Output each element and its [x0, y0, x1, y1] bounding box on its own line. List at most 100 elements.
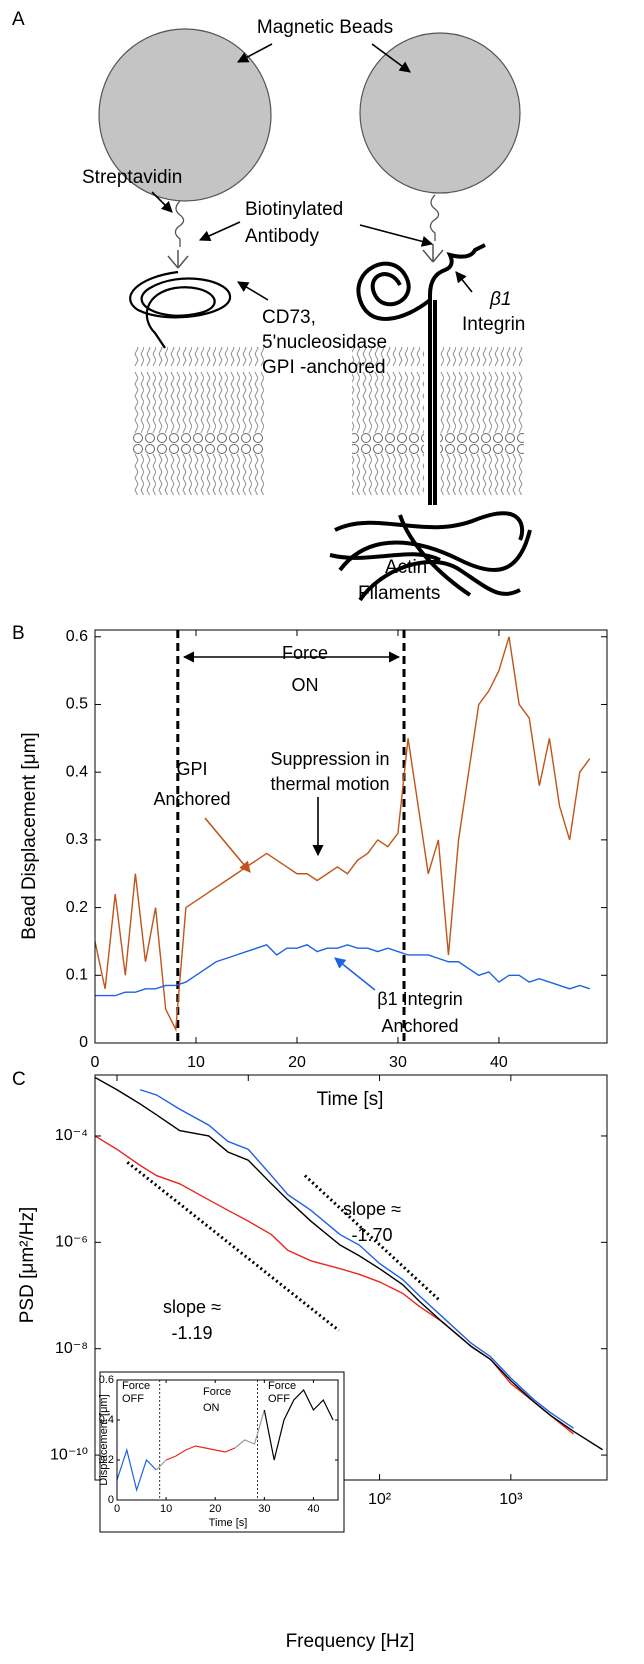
y-tick-label: 10⁻⁸ — [55, 1340, 88, 1357]
plot-frame — [116, 1379, 339, 1501]
annotation: OFF — [268, 1393, 290, 1405]
bead — [359, 32, 521, 194]
annotation: GPI — [176, 759, 207, 779]
annotation: -1.70 — [351, 1225, 392, 1245]
label: Integrin — [462, 314, 525, 335]
label: 5'nucleosidase — [262, 332, 387, 353]
annotation: Suppression in — [270, 749, 389, 769]
series-line — [139, 1089, 574, 1429]
arrow — [151, 191, 173, 213]
panel-label: C — [12, 1069, 26, 1090]
annotation: Force — [122, 1380, 150, 1392]
annotation-arrow — [334, 957, 376, 991]
label: Actin — [385, 557, 427, 578]
series-line — [263, 1388, 334, 1461]
series-line — [155, 1409, 265, 1471]
series-line — [95, 944, 591, 997]
arrow — [371, 43, 411, 73]
label: Magnetic Beads — [257, 17, 393, 38]
annotation: ON — [203, 1402, 220, 1414]
inset-box — [99, 1371, 345, 1533]
antibody — [167, 250, 189, 269]
y-tick-label: 0.4 — [99, 1414, 114, 1426]
label: Streptavidin — [82, 167, 182, 188]
y-axis-label: PSD [μm²/Hz] — [17, 1207, 38, 1324]
label: Biotinylated — [245, 199, 343, 220]
annotation: Force — [268, 1380, 296, 1392]
y-tick-label: 0.6 — [66, 628, 88, 645]
antibody — [422, 244, 444, 263]
y-tick-label: 0.3 — [66, 831, 88, 848]
arrow — [237, 281, 269, 301]
x-axis-label: Time [s] — [317, 1089, 384, 1110]
actin — [329, 511, 532, 602]
streptavidin-tether — [429, 194, 440, 241]
y-tick-label: 10⁻⁶ — [55, 1234, 88, 1251]
x-tick-label: 10³ — [499, 1491, 523, 1508]
series-line — [165, 1445, 236, 1461]
y-tick-label: 0 — [79, 1034, 88, 1051]
annotation: ON — [292, 675, 319, 695]
arrow — [237, 43, 273, 63]
annotation-arrow — [204, 817, 251, 873]
series-line — [117, 1447, 157, 1493]
arrow — [198, 221, 241, 241]
slope-line — [303, 1174, 442, 1303]
integrin — [356, 243, 486, 505]
annotation: Anchored — [381, 1016, 458, 1036]
x-tick-label: 30 — [258, 1503, 270, 1515]
streptavidin-tether — [174, 200, 185, 247]
chart: 0 10 20 30 40 0 0.2 0.4 0.6 Time [s] Displacement … — [98, 1371, 345, 1533]
x-tick-label: 40 — [490, 1054, 508, 1071]
series-line — [95, 636, 591, 1033]
plot-frame — [94, 629, 608, 1044]
label: Antibody — [245, 226, 319, 247]
x-axis-label: Frequency [Hz] — [286, 1631, 415, 1652]
plot-frame — [94, 1074, 608, 1481]
y-tick-label: 0.2 — [66, 899, 88, 916]
annotation: β1 Integrin — [377, 989, 462, 1009]
arrow — [455, 271, 473, 293]
arrow — [359, 224, 434, 247]
x-tick-label: 0 — [91, 1054, 100, 1071]
slope-line — [126, 1161, 340, 1332]
label: Filaments — [358, 583, 440, 604]
x-tick-label: 10 — [160, 1503, 172, 1515]
y-tick-label: 0.4 — [66, 763, 88, 780]
x-tick-label: 40 — [307, 1503, 319, 1515]
y-tick-label: 10⁻⁴ — [55, 1127, 88, 1144]
bilayer — [440, 347, 524, 495]
label: GPI -anchored — [262, 357, 386, 378]
label: CD73, — [262, 307, 316, 328]
panel-label: A — [12, 9, 25, 30]
series-line — [95, 1076, 603, 1451]
annotation: Force — [282, 643, 328, 663]
x-tick-label: 30 — [389, 1054, 407, 1071]
bilayer — [133, 347, 265, 495]
y-axis-label: Displacement [μm] — [98, 1394, 110, 1485]
annotation: -1.19 — [171, 1323, 212, 1343]
y-tick-label: 0 — [108, 1494, 114, 1506]
bilayer — [352, 347, 424, 495]
gpi-protein — [129, 270, 232, 349]
annotation: thermal motion — [270, 774, 389, 794]
annotation: Anchored — [153, 789, 230, 809]
chart: 0 10 20 30 40 0 0.1 0.2 0.3 0.4 0.5 0.6 Time [s] Bead… — [12, 623, 608, 1110]
bead — [98, 28, 272, 202]
label: β1 — [489, 289, 511, 310]
y-axis-label: Bead Displacement [μm] — [19, 732, 40, 939]
x-tick-label: 10² — [368, 1491, 392, 1508]
annotation: Force — [203, 1386, 231, 1398]
y-tick-label: 10⁻¹⁰ — [50, 1446, 88, 1463]
x-tick-label: 10 — [187, 1054, 205, 1071]
y-tick-label: 0.6 — [99, 1374, 114, 1386]
x-axis-label: Time [s] — [209, 1517, 248, 1529]
y-tick-label: 0.5 — [66, 696, 88, 713]
y-tick-label: 0.2 — [99, 1454, 114, 1466]
annotation: OFF — [122, 1393, 144, 1405]
annotation: slope ≈ — [163, 1297, 221, 1317]
